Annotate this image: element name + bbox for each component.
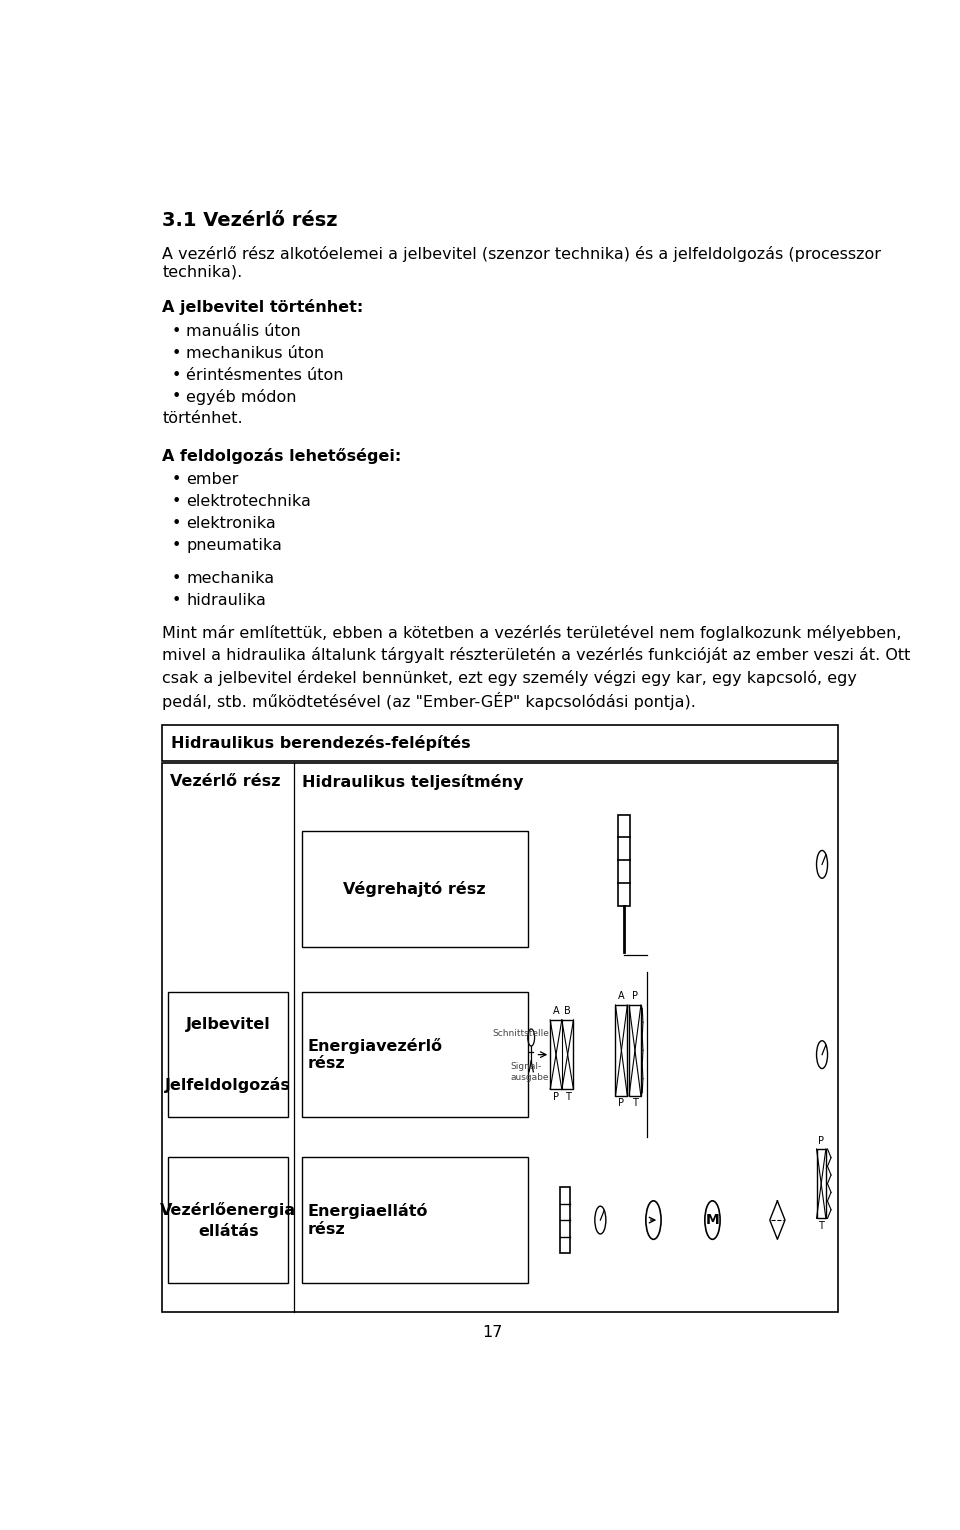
Bar: [629, 1005, 641, 1095]
Text: mechanikus úton: mechanikus úton: [186, 346, 324, 361]
Text: érintésmentes úton: érintésmentes úton: [186, 367, 344, 382]
Text: •: •: [172, 539, 181, 554]
Text: technika).: technika).: [162, 265, 243, 280]
Text: Vezérlőenergia
ellátás: Vezérlőenergia ellátás: [160, 1201, 297, 1239]
Text: pneumatika: pneumatika: [186, 539, 282, 554]
Bar: [301, 831, 528, 947]
Text: ember: ember: [186, 473, 239, 488]
Text: •: •: [172, 473, 181, 488]
Text: elektrotechnika: elektrotechnika: [186, 494, 311, 509]
Text: A: A: [618, 991, 625, 1001]
Text: A feldolgozás lehetőségei:: A feldolgozás lehetőségei:: [162, 448, 401, 464]
Bar: [561, 1187, 569, 1253]
Text: •: •: [172, 367, 181, 382]
Text: A: A: [553, 1005, 560, 1016]
Bar: [301, 991, 528, 1117]
Text: •: •: [172, 346, 181, 361]
Bar: [168, 1157, 288, 1284]
Text: T: T: [632, 1099, 637, 1108]
Text: 17: 17: [482, 1325, 502, 1340]
Text: •: •: [172, 390, 181, 404]
Text: Energiaellátó
rész: Energiaellátó rész: [307, 1204, 428, 1236]
Text: mechanika: mechanika: [186, 572, 275, 586]
Text: Energiavezérlő
rész: Energiavezérlő rész: [307, 1037, 443, 1071]
Text: Schnittstelle: Schnittstelle: [492, 1030, 549, 1039]
Text: A jelbevitel történhet:: A jelbevitel történhet:: [162, 298, 364, 315]
Text: Mint már említettük, ebben a kötetben a vezérlés területével nem foglalkozunk mé: Mint már említettük, ebben a kötetben a …: [162, 624, 901, 641]
Text: történhet.: történhet.: [162, 412, 243, 427]
Text: egyéb módon: egyéb módon: [186, 390, 297, 405]
Text: P: P: [818, 1135, 825, 1146]
Text: Hidraulikus teljesítmény: Hidraulikus teljesítmény: [301, 774, 523, 791]
Text: •: •: [172, 572, 181, 586]
Bar: [617, 815, 631, 906]
Bar: [817, 1149, 826, 1218]
Text: manuális úton: manuális úton: [186, 324, 301, 338]
Text: T: T: [564, 1091, 570, 1102]
Text: •: •: [172, 494, 181, 509]
Text: A vezérlő rész alkotóelemei a jelbevitel (szenzor technika) és a jelfeldolgozás : A vezérlő rész alkotóelemei a jelbevitel…: [162, 245, 881, 262]
Text: P: P: [632, 991, 638, 1001]
Text: B: B: [564, 1005, 571, 1016]
Bar: [162, 763, 838, 1313]
Bar: [162, 725, 838, 760]
Text: T: T: [818, 1221, 824, 1230]
Text: hidraulika: hidraulika: [186, 594, 266, 609]
Bar: [615, 1005, 627, 1095]
Text: mivel a hidraulika általunk tárgyalt részterületén a vezérlés funkcióját az embe: mivel a hidraulika általunk tárgyalt rés…: [162, 647, 911, 664]
Text: P: P: [618, 1099, 624, 1108]
Text: elektronika: elektronika: [186, 516, 276, 531]
Text: Vezérlő rész: Vezérlő rész: [170, 774, 280, 789]
Text: Hidraulikus berendezés-felépítés: Hidraulikus berendezés-felépítés: [171, 734, 471, 751]
Text: 3.1 Vezérlő rész: 3.1 Vezérlő rész: [162, 211, 338, 230]
Text: Jelbevitel

Jelfeldolgozás: Jelbevitel Jelfeldolgozás: [165, 1016, 291, 1092]
Text: M: M: [706, 1213, 719, 1227]
Text: pedál, stb. működtetésével (az "Ember-GÉP" kapcsolódási pontja).: pedál, stb. működtetésével (az "Ember-GÉ…: [162, 693, 696, 710]
Text: •: •: [172, 594, 181, 609]
Text: •: •: [172, 516, 181, 531]
Text: Végrehajtó rész: Végrehajtó rész: [344, 881, 486, 897]
Text: P: P: [553, 1091, 559, 1102]
Text: csak a jelbevitel érdekel bennünket, ezt egy személy végzi egy kar, egy kapcsoló: csak a jelbevitel érdekel bennünket, ezt…: [162, 670, 857, 685]
Bar: [301, 1157, 528, 1284]
Text: •: •: [172, 324, 181, 338]
Text: Signal-
ausgabe: Signal- ausgabe: [511, 1062, 549, 1082]
Bar: [168, 991, 288, 1117]
Bar: [550, 1021, 573, 1089]
